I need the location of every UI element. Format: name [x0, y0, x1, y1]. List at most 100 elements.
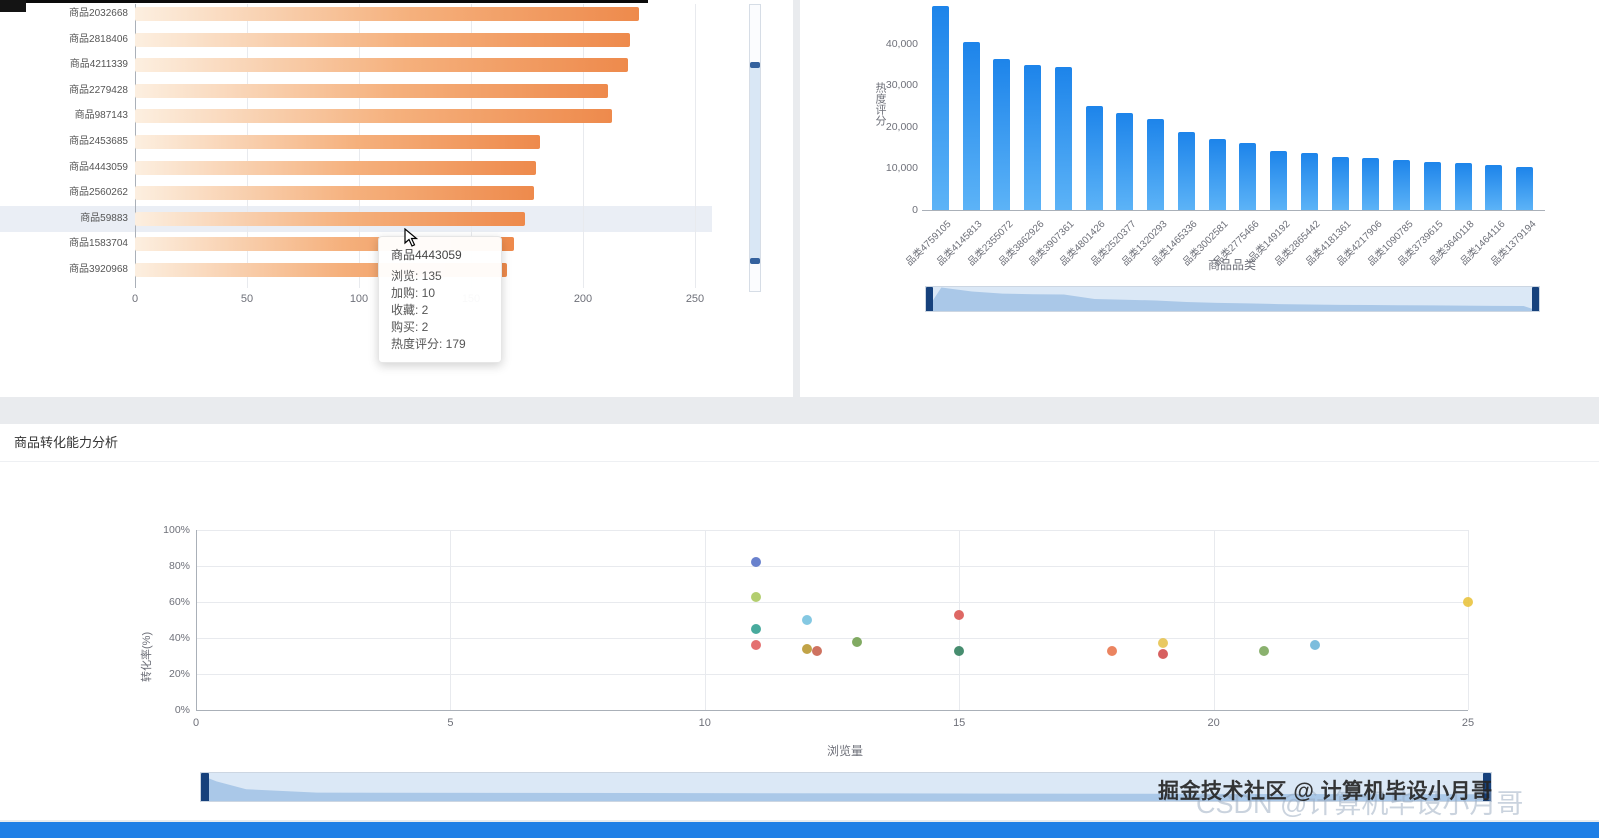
y-tick-label: 0 [912, 204, 918, 216]
datazoom-horizontal-track[interactable] [925, 286, 1540, 312]
datazoom-handle-right[interactable] [1483, 773, 1491, 801]
grid-line [704, 530, 706, 710]
bar[interactable] [1208, 139, 1226, 210]
bar[interactable] [1516, 167, 1534, 210]
scatter-point[interactable] [801, 615, 812, 625]
bar[interactable] [931, 6, 949, 210]
bar[interactable] [1239, 143, 1257, 210]
grid-line [196, 638, 1468, 639]
bar[interactable] [993, 59, 1011, 210]
datazoom-vertical-track[interactable] [749, 4, 761, 292]
category-label: 商品987143 [74, 110, 128, 122]
category-label: 商品3920968 [69, 264, 128, 275]
datazoom-vertical-handle-bottom[interactable] [750, 258, 760, 264]
bar[interactable] [1024, 64, 1042, 210]
scatter-point[interactable] [852, 636, 863, 647]
bar[interactable] [1454, 162, 1472, 210]
datazoom-vertical-selection[interactable] [750, 65, 760, 261]
bar[interactable] [135, 186, 534, 201]
bar[interactable] [1393, 160, 1411, 210]
bar[interactable] [1300, 153, 1318, 210]
section-title-bar: 商品转化能力分析 [0, 424, 1599, 462]
chart-tooltip: 商品4443059 浏览: 135 加购: 10 收藏: 2 购买: 2 热度评分: 1… [378, 236, 502, 363]
bar[interactable] [135, 32, 631, 47]
scatter-point[interactable] [1157, 638, 1168, 649]
bar[interactable] [962, 41, 980, 210]
top-edge-artifact [0, 0, 648, 3]
category-label: 商品2453685 [69, 136, 128, 147]
category-label: 商品2818406 [69, 33, 128, 45]
x-axis-line [196, 710, 1468, 711]
category-label: 商品4443059 [69, 161, 128, 173]
y-tick-label: 20% [168, 668, 190, 680]
grid-line [196, 566, 1468, 567]
bar[interactable] [1054, 67, 1072, 210]
grid-line [1213, 530, 1215, 710]
mouse-cursor-icon [404, 227, 420, 253]
scatter-point[interactable] [811, 645, 822, 656]
scatter-point[interactable] [954, 645, 965, 656]
scatter-point[interactable] [750, 624, 761, 634]
category-label: 商品1583704 [69, 238, 128, 250]
x-tick-label: 200 [573, 293, 593, 305]
bar[interactable] [135, 109, 613, 124]
bar[interactable] [1177, 131, 1195, 210]
conversion-scatter-chart: 100% 80% 60% 40% 20% 0% 0 5 10 15 20 25 [0, 424, 1599, 820]
y-tick-label: 30,000 [885, 79, 918, 92]
y-tick-label: 40,000 [885, 37, 918, 50]
scatter-point[interactable] [1310, 640, 1321, 651]
x-axis-title: 浏览量 [826, 744, 863, 758]
bar[interactable] [1485, 165, 1503, 210]
x-axis-title: 商品品类 [1207, 258, 1256, 272]
y-axis-title: 转化率(%) [141, 631, 153, 682]
bar[interactable] [135, 211, 525, 226]
top-corner-artifact [0, 0, 26, 12]
x-tick-label: 20 [1207, 717, 1220, 729]
bar[interactable] [135, 135, 541, 149]
panel-category-hotness: 40,000 30,000 20,000 10,000 0 品类4759105 品类4145… [800, 0, 1599, 397]
y-tick-label: 80% [168, 560, 190, 572]
bar[interactable] [135, 7, 639, 21]
bar[interactable] [135, 58, 628, 73]
datazoom-handle-left[interactable] [201, 773, 209, 801]
y-tick-label: 60% [168, 596, 190, 608]
scatter-point[interactable] [750, 640, 761, 651]
bar[interactable] [1331, 156, 1349, 210]
bar[interactable] [1147, 118, 1165, 210]
scatter-point[interactable] [1106, 645, 1117, 656]
datazoom-handle-left[interactable] [926, 287, 933, 311]
datazoom-horizontal-track[interactable] [200, 772, 1492, 802]
y-axis-title: 热度评分 [874, 82, 886, 126]
bar[interactable] [135, 160, 536, 175]
bar[interactable] [1270, 150, 1288, 210]
tooltip-line: 收藏: 2 [391, 303, 429, 317]
x-tick-label: 0 [192, 717, 200, 729]
category-label: 商品2560262 [69, 187, 128, 199]
bar[interactable] [135, 83, 608, 98]
bar[interactable] [1362, 158, 1380, 210]
y-axis-line [196, 530, 197, 710]
datazoom-vertical-handle-top[interactable] [750, 62, 760, 68]
scatter-point[interactable] [954, 609, 965, 620]
scatter-point[interactable] [750, 557, 761, 568]
grid-line [1468, 530, 1469, 710]
scatter-point[interactable] [1463, 597, 1473, 607]
y-tick-label: 10,000 [885, 162, 918, 175]
x-tick-label: 50 [240, 293, 254, 305]
x-tick-label: 250 [685, 293, 705, 305]
bar[interactable] [1085, 106, 1103, 210]
scatter-point[interactable] [1157, 649, 1168, 660]
scatter-point[interactable] [750, 591, 761, 602]
bar[interactable] [1116, 112, 1134, 210]
y-tick-label: 100% [163, 524, 190, 536]
x-tick-label: 15 [953, 717, 966, 729]
scatter-point[interactable] [801, 643, 812, 654]
tooltip-lines: 浏览: 135 加购: 10 收藏: 2 购买: 2 热度评分: 179 [391, 268, 489, 353]
grid-line [959, 530, 961, 710]
datazoom-handle-right[interactable] [1532, 287, 1539, 311]
scatter-point[interactable] [1259, 645, 1270, 656]
y-tick-label: 0% [174, 704, 190, 716]
bar[interactable] [1423, 161, 1441, 210]
tooltip-line: 加购: 10 [391, 286, 436, 300]
panel-conversion-analysis: 商品转化能力分析 100% 80% 60% 40% 20% 0% 0 5 10 15 20 25 转化… [0, 424, 1599, 820]
